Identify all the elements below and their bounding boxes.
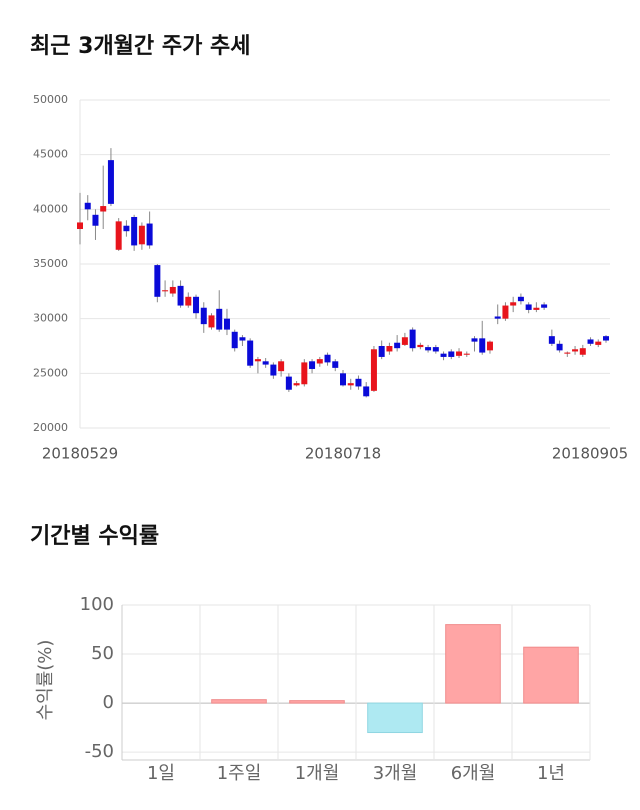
- candle-body: [146, 223, 153, 246]
- candle-body: [223, 318, 230, 330]
- candle-body: [603, 336, 609, 341]
- y-tick-label: 50: [91, 643, 114, 664]
- y-tick-label: 45000: [33, 148, 68, 161]
- candle-body: [363, 386, 370, 397]
- x-tick-label: 1개월: [295, 763, 340, 784]
- candle-body: [138, 225, 145, 245]
- candle-body: [533, 307, 540, 310]
- candle-body: [270, 364, 277, 376]
- candle-body: [486, 341, 493, 351]
- candle-body: [278, 361, 285, 372]
- candle-body: [595, 341, 602, 345]
- bar: [289, 700, 345, 704]
- x-tick-label: 20180905: [552, 445, 628, 463]
- candle-body: [216, 308, 223, 330]
- candle-body: [409, 329, 416, 349]
- candle-body: [525, 304, 532, 310]
- candle-body: [347, 383, 354, 386]
- x-tick-label: 20180718: [305, 445, 381, 463]
- y-tick-label: 0: [103, 692, 114, 713]
- bar: [211, 699, 267, 704]
- y-tick-label: -50: [85, 741, 114, 762]
- candle-body: [378, 346, 385, 357]
- candle-body: [510, 302, 517, 306]
- bar: [445, 624, 501, 704]
- candle-body: [309, 361, 316, 369]
- candle-body: [448, 351, 455, 357]
- chart-title: 기간별 수익률: [30, 524, 159, 549]
- bar: [523, 646, 579, 704]
- candle-body: [208, 315, 215, 328]
- candle-body: [548, 336, 555, 344]
- candle-body: [131, 216, 138, 246]
- candle-body: [494, 316, 501, 319]
- candle-body: [177, 285, 184, 306]
- y-tick-label: 30000: [33, 312, 68, 325]
- y-tick-label: 50000: [33, 93, 68, 106]
- candle-body: [564, 352, 571, 354]
- x-tick-label: 1년: [537, 763, 565, 784]
- candle-body: [541, 304, 548, 308]
- candle-body: [471, 338, 478, 342]
- candle-body: [115, 221, 122, 250]
- chart-title: 최근 3개월간 주가 추세: [30, 34, 250, 59]
- candle-body: [262, 361, 269, 365]
- candle-body: [479, 338, 486, 353]
- candle-body: [107, 160, 114, 204]
- y-tick-label: 100: [80, 594, 114, 615]
- candle-body: [162, 290, 169, 292]
- candle-body: [456, 351, 463, 356]
- candle-body: [502, 305, 509, 319]
- y-tick-label: 35000: [33, 257, 68, 270]
- y-tick-label: 40000: [33, 202, 68, 215]
- candle-body: [293, 383, 300, 386]
- candle-body: [425, 347, 432, 351]
- y-tick-label: 25000: [33, 366, 68, 379]
- candle-body: [386, 346, 393, 352]
- candle-body: [123, 225, 130, 232]
- candle-body: [200, 307, 207, 325]
- candle-body: [432, 347, 439, 352]
- candle-body: [572, 349, 579, 352]
- candle-body: [332, 361, 339, 368]
- candle-body: [587, 339, 594, 344]
- y-tick-label: 20000: [33, 421, 68, 434]
- candle-body: [84, 202, 91, 210]
- candle-body: [185, 296, 192, 306]
- candle-body: [355, 378, 362, 387]
- candle-body: [154, 265, 161, 297]
- bar: [367, 702, 423, 734]
- candle-body: [463, 353, 470, 355]
- candle-body: [100, 206, 107, 212]
- candle-body: [254, 359, 261, 362]
- candle-body: [285, 376, 292, 390]
- candle-body: [340, 373, 346, 386]
- candle-body: [92, 214, 99, 226]
- x-tick-label: 1일: [147, 763, 175, 784]
- candle-body: [77, 222, 83, 230]
- candle-body: [247, 340, 254, 366]
- x-tick-label: 6개월: [451, 763, 496, 784]
- candle-body: [517, 296, 524, 302]
- candle-body: [401, 337, 408, 345]
- candle-body: [417, 344, 424, 348]
- candle-body: [324, 354, 331, 363]
- candle-body: [301, 362, 308, 385]
- candle-body: [239, 337, 246, 341]
- candle-body: [370, 349, 377, 391]
- x-tick-label: 3개월: [373, 763, 418, 784]
- candle-body: [394, 342, 401, 349]
- candle-body: [579, 348, 586, 355]
- candle-body: [193, 296, 200, 314]
- x-tick-label: 20180529: [42, 445, 118, 463]
- candle-body: [440, 353, 447, 357]
- candle-body: [169, 286, 176, 294]
- candle-body: [556, 343, 563, 351]
- y-axis-label: 수익률(%): [35, 640, 56, 721]
- candle-body: [316, 359, 323, 364]
- x-tick-label: 1주일: [217, 763, 262, 784]
- candle-body: [231, 331, 238, 349]
